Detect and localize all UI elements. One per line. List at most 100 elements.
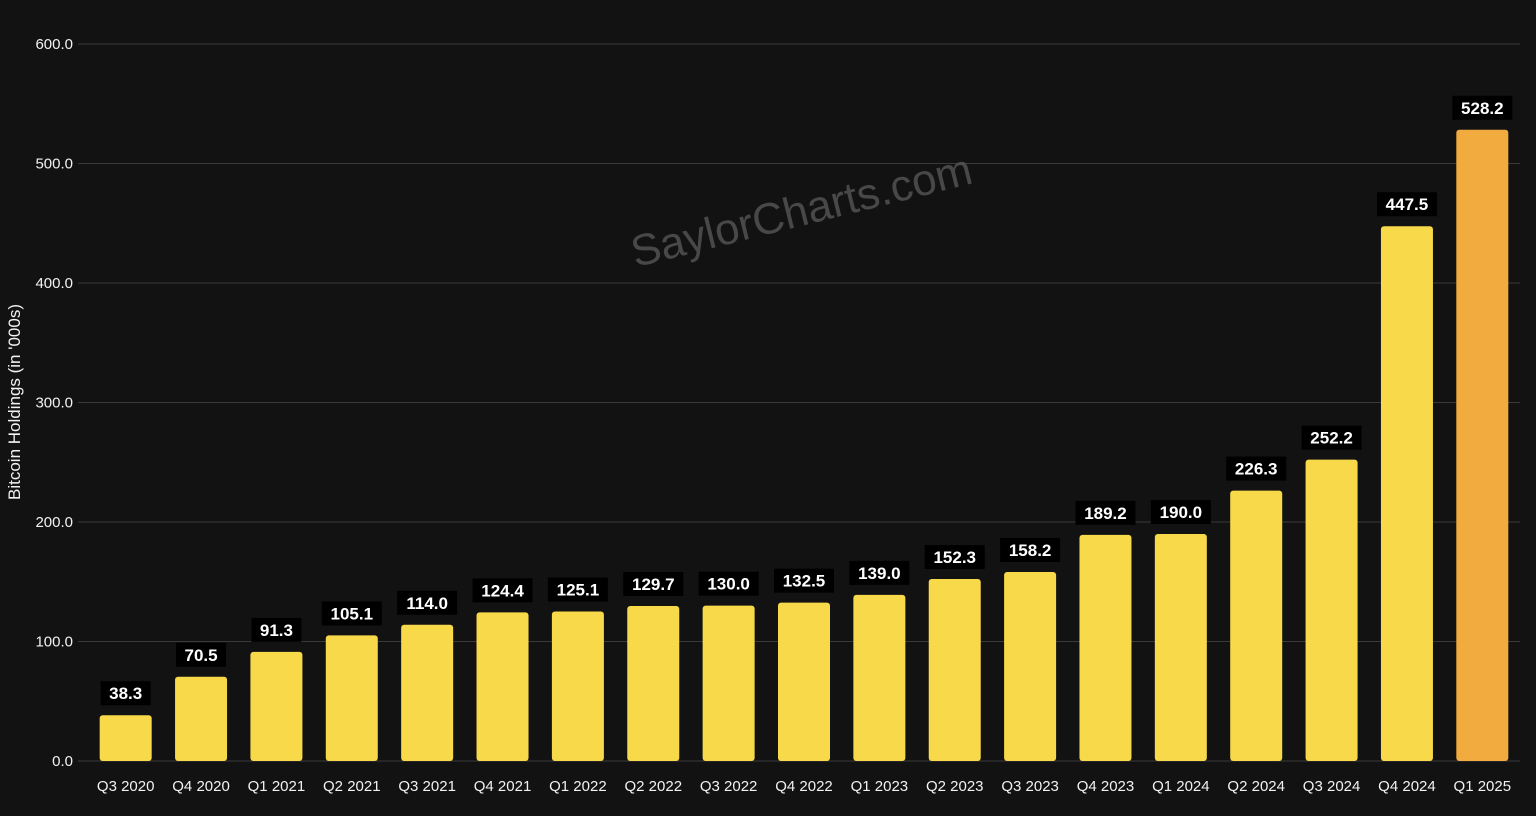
x-tick-label: Q1 2025: [1454, 778, 1512, 795]
data-label: 70.5: [176, 642, 227, 667]
bar[interactable]: [1079, 534, 1132, 761]
data-labels: 38.3 70.5 91.3 105.1 114.0 124.4 125.1 129.7 130…: [100, 95, 1513, 706]
y-tick-label: 100.0: [35, 634, 73, 651]
x-tick-label: Q4 2022: [775, 778, 833, 795]
data-label: 91.3: [251, 617, 302, 642]
data-label-text: 190.0: [1160, 503, 1203, 522]
data-label-background: [1452, 95, 1513, 120]
data-label-background: [1226, 456, 1287, 481]
data-label-text: 447.5: [1386, 195, 1429, 214]
data-label-text: 189.2: [1084, 504, 1127, 523]
x-tick-label: Q4 2023: [1077, 778, 1135, 795]
bar[interactable]: [175, 676, 228, 761]
data-label-background: [321, 601, 382, 626]
data-label-text: 70.5: [185, 646, 218, 665]
x-tick-label: Q2 2021: [323, 778, 381, 795]
y-tick-label: 600.0: [35, 36, 73, 53]
data-label-text: 114.0: [406, 594, 448, 613]
data-label: 226.3: [1226, 456, 1287, 481]
data-label-text: 124.4: [481, 581, 524, 600]
x-tick-label: Q3 2023: [1001, 778, 1059, 795]
y-tick-label: 300.0: [35, 395, 73, 412]
data-label-text: 130.0: [707, 575, 750, 594]
data-label-background: [849, 560, 910, 585]
x-axis: Q3 2020 Q4 2020 Q1 2021 Q2 2021 Q3 2021 Q4 20…: [97, 778, 1511, 795]
bar[interactable]: [928, 579, 981, 761]
bar[interactable]: [778, 602, 830, 761]
bar[interactable]: [1154, 533, 1207, 761]
bar[interactable]: [627, 606, 680, 761]
y-tick-label: 0.0: [52, 753, 73, 770]
data-label-text: 158.2: [1009, 541, 1052, 560]
data-label-text: 132.5: [783, 572, 826, 591]
data-label-background: [924, 545, 985, 570]
bar[interactable]: [1230, 490, 1283, 761]
data-label: 105.1: [321, 601, 382, 626]
bar[interactable]: [1305, 459, 1358, 761]
data-label: 139.0: [849, 560, 910, 585]
data-label-text: 125.1: [557, 581, 600, 600]
y-tick-label: 500.0: [35, 156, 73, 173]
x-tick-label: Q2 2023: [926, 778, 984, 795]
y-tick-label: 200.0: [35, 514, 73, 531]
data-label-text: 129.7: [632, 575, 675, 594]
bar[interactable]: [551, 611, 604, 761]
y-axis-title: Bitcoin Holdings (in '000s): [5, 304, 24, 500]
x-tick-label: Q3 2021: [398, 778, 456, 795]
x-tick-label: Q1 2021: [248, 778, 306, 795]
data-label-background: [774, 568, 834, 593]
bar[interactable]: [401, 624, 454, 761]
data-label-background: [547, 577, 608, 602]
data-label-text: 38.3: [109, 684, 142, 703]
data-label-background: [1075, 500, 1136, 525]
x-tick-label: Q4 2020: [172, 778, 230, 795]
x-tick-label: Q4 2024: [1378, 778, 1436, 795]
data-label-background: [1301, 425, 1362, 450]
data-label-background: [1000, 537, 1061, 562]
bar[interactable]: [853, 594, 906, 761]
bar[interactable]: [1004, 571, 1057, 761]
data-label: 152.3: [924, 545, 985, 570]
data-label-background: [623, 572, 684, 597]
x-tick-label: Q1 2024: [1152, 778, 1210, 795]
data-label-background: [397, 590, 458, 615]
data-label-background: [1150, 499, 1211, 524]
bar[interactable]: [1380, 226, 1433, 762]
data-label-text: 252.2: [1310, 429, 1353, 448]
data-label: 252.2: [1301, 425, 1362, 450]
data-label: 158.2: [1000, 537, 1061, 562]
data-label-background: [472, 578, 533, 603]
x-tick-label: Q3 2024: [1303, 778, 1361, 795]
x-tick-label: Q1 2022: [549, 778, 607, 795]
data-label: 124.4: [472, 578, 533, 603]
data-label: 125.1: [547, 577, 608, 602]
data-label: 130.0: [698, 571, 759, 596]
data-label-text: 139.0: [858, 564, 901, 583]
data-label: 114.0: [397, 590, 458, 615]
data-label: 190.0: [1150, 499, 1211, 524]
data-label-background: [100, 681, 151, 706]
data-label-text: 91.3: [260, 621, 293, 640]
data-label: 38.3: [100, 681, 151, 706]
data-label-text: 226.3: [1235, 460, 1278, 479]
data-label-text: 152.3: [933, 548, 976, 567]
data-label: 132.5: [774, 568, 834, 593]
x-tick-label: Q2 2024: [1227, 778, 1285, 795]
data-label: 129.7: [623, 572, 684, 597]
data-label-text: 528.2: [1461, 99, 1504, 118]
bar[interactable]: [476, 612, 529, 761]
bar[interactable]: [1456, 129, 1509, 761]
bar[interactable]: [250, 651, 303, 761]
bar[interactable]: [325, 635, 378, 761]
data-label-background: [176, 642, 227, 667]
x-tick-label: Q2 2022: [624, 778, 682, 795]
bar[interactable]: [99, 715, 152, 761]
bar[interactable]: [702, 605, 755, 761]
y-tick-label: 400.0: [35, 275, 73, 292]
x-tick-label: Q3 2022: [700, 778, 758, 795]
data-label-background: [1376, 192, 1437, 217]
data-label-text: 105.1: [331, 604, 374, 623]
x-tick-label: Q1 2023: [851, 778, 909, 795]
bars: [99, 129, 1509, 762]
